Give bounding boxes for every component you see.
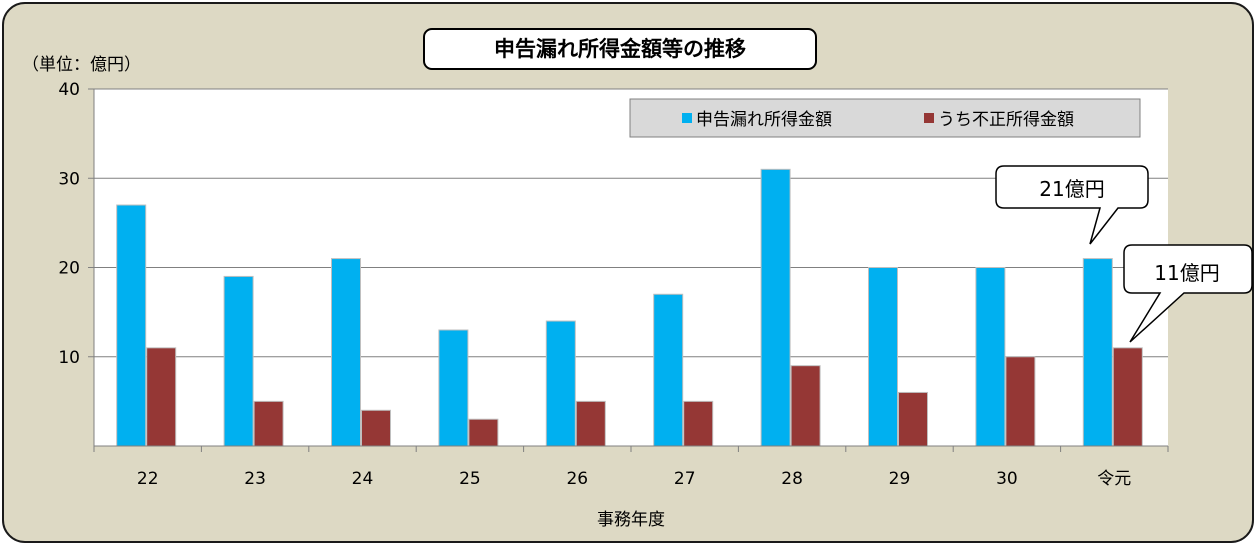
x-axis-title: 事務年度 <box>597 510 665 530</box>
x-tick-label-29: 29 <box>889 469 911 489</box>
x-tick-label-27: 27 <box>674 469 696 489</box>
x-tick-label-30: 30 <box>996 469 1018 489</box>
chart-title: 申告漏れ所得金額等の推移 <box>494 37 746 61</box>
x-axis-ticks: 22 23 24 25 26 27 28 29 30 令元 <box>93 446 1169 489</box>
bar-s1-22 <box>146 347 177 447</box>
y-tick-label-10: 10 <box>58 348 80 368</box>
y-tick-label-30: 30 <box>58 169 80 189</box>
callout-bubble-21 <box>995 165 1149 245</box>
bar-s0-30 <box>975 267 1006 447</box>
callout-bubble-11 <box>1123 244 1253 343</box>
bar-s1-23 <box>253 400 284 447</box>
bar-s0-26 <box>545 320 576 447</box>
bar-s1-28 <box>790 365 821 447</box>
callout-text-21: 21億円 <box>1039 177 1104 201</box>
legend-swatch-1 <box>924 113 934 123</box>
legend-label-0: 申告漏れ所得金額 <box>696 110 832 130</box>
x-tick-label-28: 28 <box>781 469 803 489</box>
unit-label: （単位：億円） <box>22 55 141 75</box>
bar-s0-22 <box>116 204 147 447</box>
bar-s1-26 <box>575 400 606 447</box>
y-tick-label-40: 40 <box>58 80 80 100</box>
x-tick-label-22: 22 <box>137 469 159 489</box>
callout-11: 11億円 <box>1123 244 1253 343</box>
y-axis-ticks: 40 30 20 10 <box>58 80 94 368</box>
x-tick-label-25: 25 <box>459 469 481 489</box>
bar-s1-24 <box>361 409 391 447</box>
bar-s1-令元 <box>1112 347 1143 447</box>
bar-s0-令元 <box>1082 258 1113 447</box>
legend-label-1: うち不正所得金額 <box>938 110 1074 130</box>
legend-swatch-0 <box>682 113 692 123</box>
title-box <box>423 28 817 70</box>
legend-box <box>629 98 1141 138</box>
x-tick-label-令元: 令元 <box>1097 469 1131 489</box>
bar-s0-28 <box>760 168 791 447</box>
bar-s0-23 <box>223 275 254 447</box>
x-tick-label-24: 24 <box>352 469 374 489</box>
bar-s0-27 <box>653 293 684 447</box>
bar-s1-30 <box>1005 356 1036 447</box>
bar-s1-25 <box>468 418 499 447</box>
bars <box>116 168 1143 447</box>
bar-s1-27 <box>683 400 714 447</box>
y-tick-label-20: 20 <box>58 259 80 279</box>
bar-s1-29 <box>898 391 928 447</box>
callout-21: 21億円 <box>995 165 1149 245</box>
bar-s0-29 <box>868 267 898 447</box>
x-tick-label-23: 23 <box>244 469 266 489</box>
callout-text-11: 11億円 <box>1154 261 1219 285</box>
legend: 申告漏れ所得金額 うち不正所得金額 <box>629 98 1141 138</box>
bar-s0-25 <box>438 329 469 447</box>
bar-s0-24 <box>331 258 361 447</box>
x-tick-label-26: 26 <box>566 469 588 489</box>
